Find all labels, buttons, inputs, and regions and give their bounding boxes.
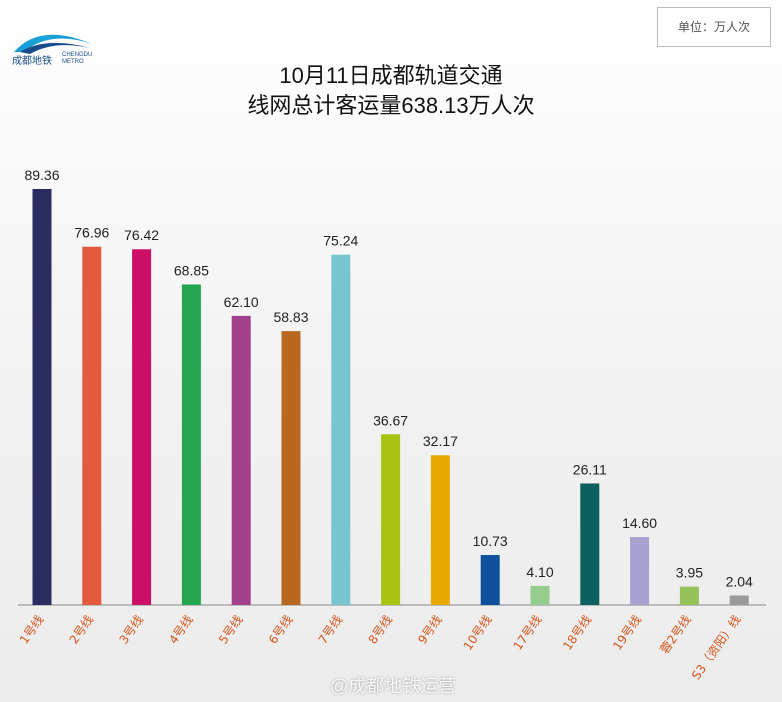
value-label-9: 32.17 <box>423 433 458 449</box>
bar-10 <box>480 555 500 605</box>
category-label-7: 7号线 <box>316 613 346 647</box>
value-label-8: 36.67 <box>373 412 408 428</box>
value-label-3: 76.42 <box>124 227 159 243</box>
bar-9 <box>430 455 450 605</box>
bar-8 <box>381 434 401 605</box>
value-label-15: 2.04 <box>726 574 753 590</box>
category-label-15: S3（资阳）线 <box>689 613 744 683</box>
category-label-1: 1号线 <box>17 613 47 647</box>
value-label-4: 68.85 <box>174 262 209 278</box>
category-label-4: 4号线 <box>166 613 196 647</box>
chengdu-metro-logo-icon <box>14 34 92 54</box>
value-label-2: 76.96 <box>74 225 109 241</box>
value-label-10: 10.73 <box>473 533 508 549</box>
category-label-12: 18号线 <box>560 613 594 653</box>
value-label-6: 58.83 <box>273 309 308 325</box>
category-label-6: 6号线 <box>266 613 296 647</box>
value-label-12: 26.11 <box>573 461 607 477</box>
logo-name: 成都地铁 <box>12 56 52 67</box>
watermark: @成都地铁运营 <box>330 676 457 696</box>
bar-6 <box>281 331 301 605</box>
chart-title-line1: 10月11日成都轨道交通 <box>279 63 503 88</box>
value-label-7: 75.24 <box>323 233 358 249</box>
bar-13 <box>630 537 650 605</box>
category-label-3: 3号线 <box>116 613 146 647</box>
bar-15 <box>729 595 749 605</box>
value-label-13: 14.60 <box>622 515 657 531</box>
unit-label: 单位：万人次 <box>657 7 771 47</box>
category-label-14: 蓉2号线 <box>657 613 693 657</box>
category-label-5: 5号线 <box>216 613 246 647</box>
category-label-13: 19号线 <box>610 613 644 653</box>
category-label-9: 9号线 <box>415 613 445 647</box>
bar-1 <box>32 189 52 605</box>
bar-3 <box>132 249 152 605</box>
bar-11 <box>530 585 550 605</box>
value-label-5: 62.10 <box>224 294 259 310</box>
bar-4 <box>181 284 201 605</box>
category-label-10: 10号线 <box>461 613 495 653</box>
value-label-1: 89.36 <box>24 167 59 183</box>
value-label-11: 4.10 <box>526 564 553 580</box>
category-label-8: 8号线 <box>365 613 395 647</box>
bar-2 <box>82 246 102 605</box>
bar-5 <box>231 315 251 605</box>
bar-12 <box>580 483 600 605</box>
bar-14 <box>679 586 699 605</box>
category-label-2: 2号线 <box>67 613 97 647</box>
value-label-14: 3.95 <box>676 565 703 581</box>
logo-sub: CHENGDU METRO <box>62 52 93 65</box>
chart-title-line2: 线网总计客运量638.13万人次 <box>247 93 535 118</box>
bar-7 <box>331 254 351 605</box>
category-label-11: 17号线 <box>510 613 544 653</box>
